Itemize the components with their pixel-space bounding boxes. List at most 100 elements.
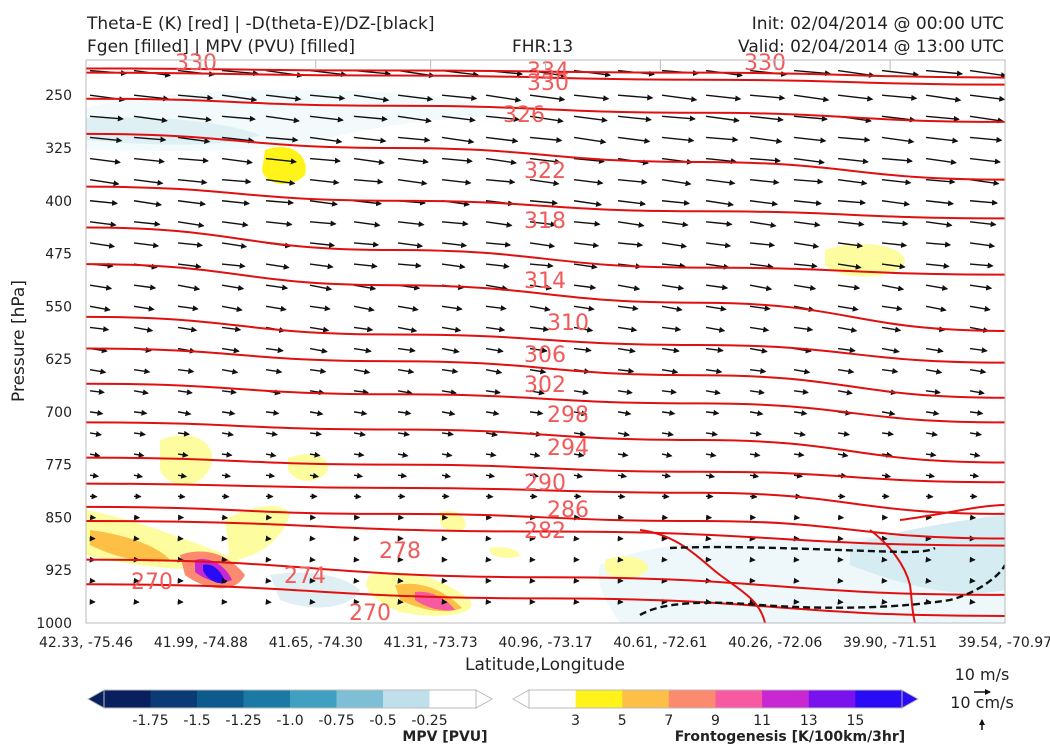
wind-vector (969, 199, 999, 206)
y-tick-label: 625 (45, 352, 72, 368)
wind-vector (529, 284, 553, 291)
wind-vector (353, 347, 372, 354)
wind-vector (617, 367, 635, 374)
wind-vector (837, 347, 856, 354)
wind-vector (309, 136, 343, 145)
wind-vector (705, 200, 735, 208)
wind-vector (485, 136, 519, 144)
wind-vector (617, 115, 652, 123)
wind-vector (661, 199, 691, 206)
colorbar-tick-label: 9 (711, 713, 720, 729)
wind-vector (177, 284, 201, 292)
contour-label: 298 (547, 403, 589, 428)
colorbar-frame (103, 689, 477, 709)
wind-vector (265, 178, 296, 186)
wind-vector (441, 347, 460, 354)
wind-vector (89, 472, 100, 479)
wind-vector (705, 242, 732, 249)
wind-vector (573, 410, 588, 417)
wind-vector (265, 136, 299, 143)
wind-vector (89, 115, 124, 122)
wind-vector (221, 157, 253, 165)
wind-vector (485, 347, 504, 354)
fgen-fill-880-core (90, 530, 170, 562)
wind-vector (529, 115, 564, 124)
wind-vector (793, 94, 830, 103)
colorbar-segment (529, 690, 577, 708)
wind-vector (749, 451, 761, 458)
wind-vector (925, 368, 943, 375)
wind-vector (705, 347, 724, 354)
wind-vector (837, 263, 862, 270)
wind-vector (529, 409, 544, 416)
wind-vector (793, 451, 805, 458)
wind-vector (881, 178, 912, 186)
dtheta-dz-contours (639, 545, 1005, 617)
wind-vector (837, 389, 853, 396)
wind-vector (309, 178, 340, 186)
wind-vector (309, 305, 331, 312)
wind-vector (221, 69, 259, 77)
wind-reference: 10 m/s 10 cm/s (950, 665, 1014, 730)
theta-e-contour-306 (86, 315, 1005, 364)
wind-vector (485, 472, 496, 479)
colorbar-extend-high (475, 689, 494, 709)
wind-vector (837, 368, 855, 375)
wind-vector (485, 368, 503, 375)
wind-vector (353, 157, 385, 166)
wind-vector (573, 472, 584, 479)
wind-vector (749, 263, 774, 270)
contour-label: 330 (744, 51, 786, 76)
wind-vector (749, 389, 765, 396)
wind-vector (309, 157, 341, 164)
wind-vector (529, 262, 554, 269)
wind-vector (133, 368, 151, 375)
theta-e-contour-318 (86, 185, 1005, 220)
wind-vector (529, 452, 541, 458)
colorbar-segment (243, 690, 291, 708)
wind-vector (221, 284, 245, 291)
wind-vector (177, 136, 211, 144)
y-tick-label: 400 (45, 194, 72, 210)
wind-vector (353, 284, 377, 291)
fgen-fill-910-peak (203, 564, 226, 584)
wind-vector (529, 472, 540, 479)
wind-vector (661, 326, 682, 333)
wind-vector (749, 347, 768, 354)
wind-vector (177, 200, 207, 207)
wind-vector (705, 94, 742, 102)
wind-vector (309, 263, 334, 270)
colorbar-tick-label: -1.25 (225, 713, 261, 729)
x-tick-label: 41.65, -74.30 (269, 635, 363, 651)
wind-vector (353, 136, 387, 144)
mpv-colorbar: -1.75 -1.5 -1.25 -1.0 -0.75 -0.5 -0.25 (86, 689, 494, 729)
wind-vector (397, 242, 424, 249)
wind-vector (397, 136, 431, 143)
wind-vector (925, 410, 940, 417)
wind-vector (837, 94, 874, 102)
x-tick-label: 40.61, -72.61 (613, 635, 707, 651)
wind-vector (793, 262, 818, 269)
wind-vector (441, 178, 472, 186)
wind-vector (705, 430, 718, 437)
wind-vector (881, 136, 915, 145)
mpv-colorbar-label: MPV [PVU] (402, 729, 487, 745)
wind-vector (265, 115, 300, 124)
wind-vector (969, 284, 993, 291)
wind-vector (661, 431, 674, 437)
wind-vector (441, 220, 469, 227)
wind-reference-vertical: 10 cm/s (950, 693, 1014, 712)
wind-vector (573, 220, 601, 227)
wind-vector (177, 178, 208, 186)
wind-vector (573, 305, 595, 312)
contour-label: 302 (524, 373, 566, 398)
wind-vector (133, 94, 170, 102)
wind-vector (925, 305, 947, 313)
wind-vector (749, 115, 784, 123)
wind-vector (353, 115, 388, 122)
wind-vector (617, 451, 629, 458)
wind-reference-horizontal: 10 m/s (955, 665, 1010, 684)
wind-vector (265, 263, 290, 270)
colorbar-segment (150, 690, 198, 708)
wind-vector (617, 472, 628, 479)
